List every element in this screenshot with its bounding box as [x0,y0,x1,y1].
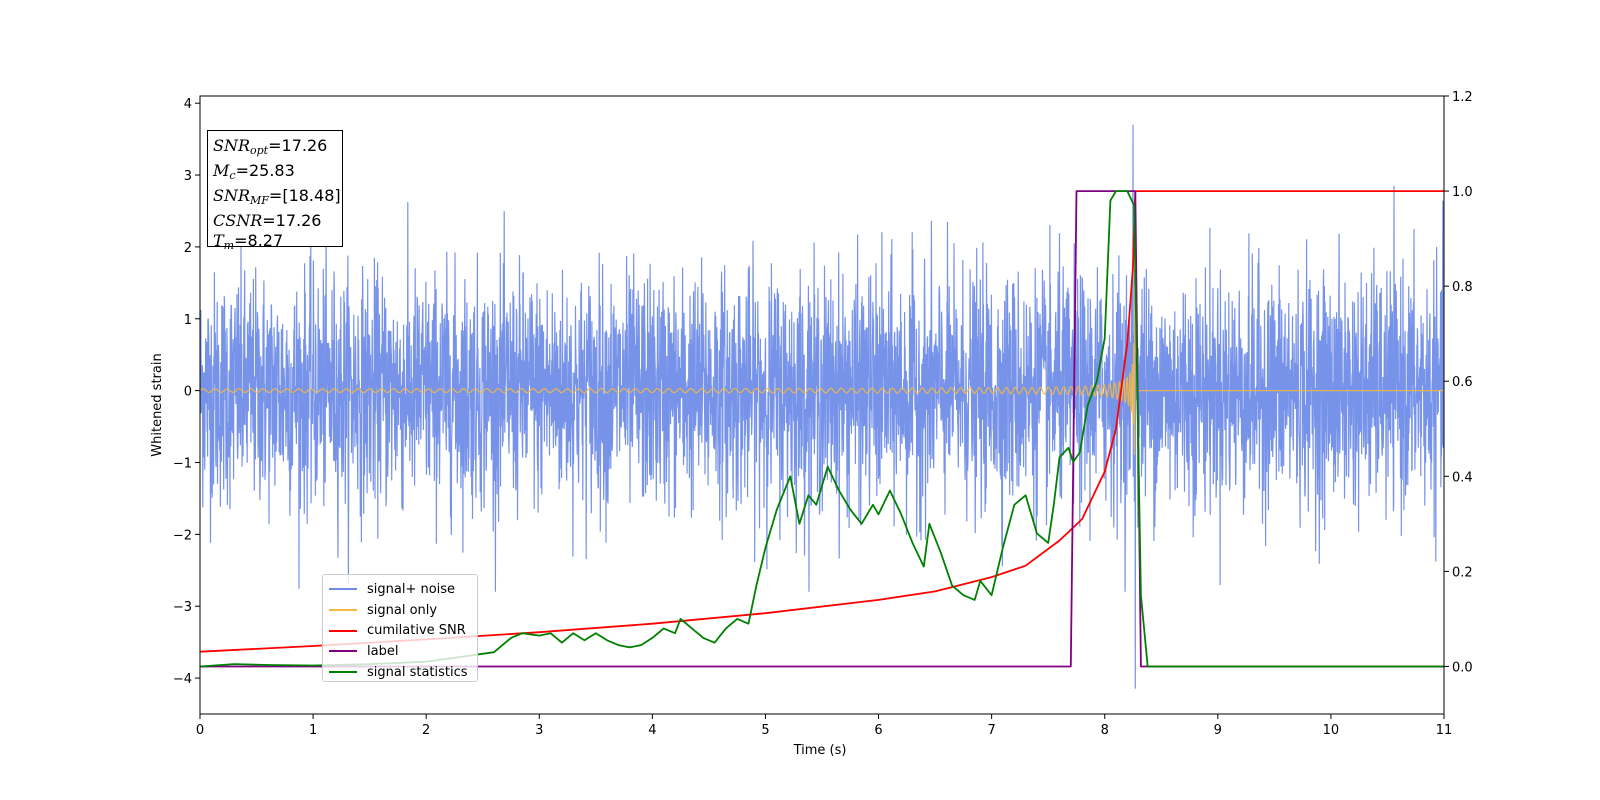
x-tick-label: 8 [1101,723,1109,738]
x-tick-label: 4 [648,723,656,738]
legend-item-signal-noise: signal+ noise [329,579,477,600]
x-tick-label: 11 [1436,723,1453,738]
y-tick-label: 0 [184,385,192,400]
x-tick-label: 0 [196,723,204,738]
chirp-mass-value: =25.83 [235,161,295,180]
plot-area [200,124,1444,689]
legend-swatch [329,629,357,632]
y-axis-label: Whitened strain [150,353,165,456]
y-tick-label: −1 [173,456,192,471]
legend-label: signal+ noise [367,581,456,597]
y-right-tick-label: 0.6 [1452,375,1473,390]
y-tick-label: −3 [173,600,192,615]
legend-item-signal-only: signal only [329,600,477,621]
legend-item-label: label [329,641,477,662]
x-tick-label: 6 [874,723,882,738]
x-tick-label: 1 [309,723,317,738]
y-tick-label: 2 [184,241,192,256]
x-tick-label: 3 [535,723,543,738]
y-tick-label: 3 [184,169,192,184]
legend-label: cumilative SNR [367,623,466,639]
y-tick-label: 1 [184,313,192,328]
csnr-value: =17.26 [262,211,322,230]
legend-swatch [329,588,357,591]
plot-frame [199,95,1445,715]
snr-opt-value: =17.26 [268,136,328,155]
snr-opt-line: SNRopt=17.26 [213,136,328,157]
csnr-line: CSNR=17.26 [213,211,322,230]
y-right-tick-label: 0.2 [1452,565,1473,580]
y-tick-label: 4 [184,97,192,112]
snr-mf-value: =[18.48] [268,186,341,205]
y-right-tick-label: 0.0 [1452,660,1473,675]
y-tick-label: −2 [173,528,192,543]
legend-label: signal only [367,602,438,618]
legend-swatch [329,650,357,653]
y-tick-label: −4 [173,672,192,687]
legend-label: signal statistics [367,664,468,680]
y-axis-right: 1.2 1.0 0.8 0.6 0.4 0.2 0.0 [1444,90,1473,675]
y-right-tick-label: 0.4 [1452,470,1473,485]
series-signal-only [200,283,1444,455]
series-signal-statistics [200,190,1444,668]
x-axis-label: Time (s) [793,743,847,758]
legend-swatch [329,671,357,674]
y-right-tick-label: 1.2 [1452,90,1473,105]
legend-swatch [329,609,357,612]
series-signal-noise [200,124,1444,689]
legend: signal+ noise signal only cumilative SNR… [322,574,478,682]
legend-item-cumulative-snr: cumilative SNR [329,620,477,641]
legend-item-signal-statistics: signal statistics [329,662,477,683]
x-tick-label: 5 [761,723,769,738]
x-axis: 0 1 2 3 4 5 6 7 8 9 10 11 [196,714,1452,738]
y-right-tick-label: 1.0 [1452,185,1473,200]
y-axis-left: 4 3 2 1 0 −1 −2 −3 −4 [173,97,200,687]
snr-info-box: SNRopt=17.26 Mc=25.83 SNRMF=[18.48] CSNR… [207,130,343,252]
x-tick-label: 10 [1323,723,1340,738]
snr-mf-line: SNRMF=[18.48] [213,186,341,207]
merger-time-line: Tm=8.27 [213,231,284,252]
y-right-tick-label: 0.8 [1452,280,1473,295]
x-tick-label: 7 [987,723,995,738]
chirp-mass-line: Mc=25.83 [213,161,295,182]
x-tick-label: 9 [1214,723,1222,738]
merger-time-value: =8.27 [234,231,284,250]
x-tick-label: 2 [422,723,430,738]
legend-label: label [367,643,399,659]
